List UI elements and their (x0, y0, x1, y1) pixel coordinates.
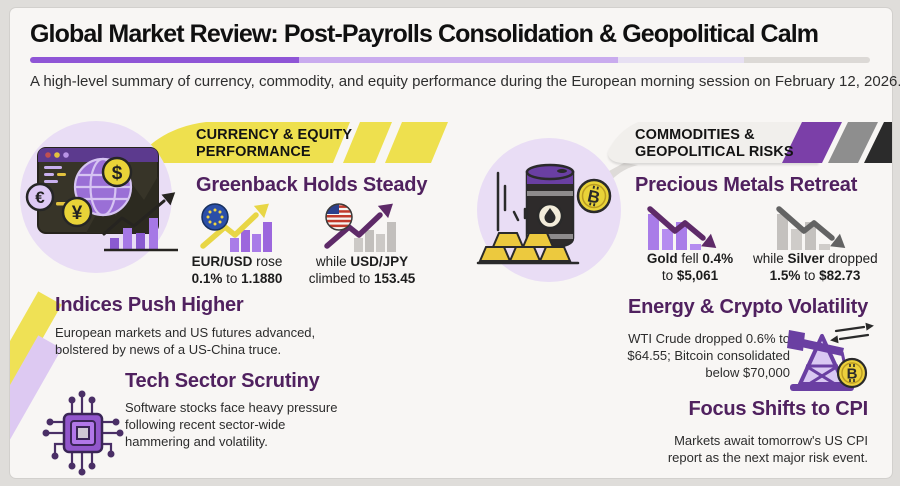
eur-usd-stat: EUR/USD rose 0.1% to 1.1880 (182, 253, 292, 287)
text-line: $64.55; Bitcoin consolidated (627, 348, 790, 363)
text-line: WTI Crude dropped 0.6% to (628, 331, 790, 346)
text-line: report as the next major risk event. (667, 450, 868, 465)
tech-body: Software stocks face heavy pressure foll… (125, 399, 337, 450)
stat-line: climbed to 153.45 (308, 271, 416, 286)
usd-jpy-stat: while USD/JPY climbed to 153.45 (302, 253, 422, 287)
stat-line: 1.5% to $82.73 (769, 268, 861, 283)
svg-text:B: B (586, 186, 602, 207)
text-line: Markets await tomorrow's US CPI (674, 433, 868, 448)
page-subtitle: A high-level summary of currency, commod… (30, 73, 900, 90)
metals-heading: Precious Metals Retreat (635, 174, 858, 196)
oil-pump-bitcoin-swap-icon: B (787, 322, 874, 391)
svg-text:B: B (847, 366, 858, 383)
text-line: bolstered by news of a US-China truce. (55, 342, 282, 357)
svg-text:¥: ¥ (72, 203, 83, 224)
falling-chart-purple-icon (647, 206, 717, 250)
indices-body: European markets and US futures advanced… (55, 324, 315, 358)
greenback-heading: Greenback Holds Steady (196, 174, 428, 196)
oil-barrel-gold-bars-bitcoin-icon: B (476, 138, 621, 282)
cpi-heading: Focus Shifts to CPI (688, 398, 868, 420)
diagonal-stripes-decoration (10, 291, 62, 440)
stat-line: while USD/JPY (315, 254, 409, 269)
cpi-body: Markets await tomorrow's US CPI report a… (600, 432, 868, 466)
text-line: following recent sector-wide (125, 417, 286, 432)
right-banner-title: COMMODITIES & GEOPOLITICAL RISKS (635, 127, 794, 161)
stat-line: while Silver dropped (753, 251, 878, 266)
stat-line: Gold fell 0.4% (646, 251, 734, 266)
title-underline-bar (30, 57, 870, 63)
left-banner-title: CURRENCY & EQUITY PERFORMANCE (196, 127, 352, 161)
gold-stat: Gold fell 0.4% to $5,061 (635, 250, 745, 284)
gray-ribbon-banner (586, 122, 892, 188)
banner-line: CURRENCY & EQUITY (196, 127, 353, 143)
stat-line: to $5,061 (661, 268, 719, 283)
page-title: Global Market Review: Post-Payrolls Cons… (30, 20, 819, 48)
banner-line: GEOPOLITICAL RISKS (635, 144, 794, 160)
globe-browser-market-chart-icon: $ € ¥ (20, 121, 178, 273)
indices-heading: Indices Push Higher (55, 294, 244, 316)
tech-heading: Tech Sector Scrutiny (125, 370, 320, 392)
svg-text:€: € (35, 188, 45, 207)
falling-chart-gray-icon (776, 206, 846, 250)
banner-line: PERFORMANCE (196, 144, 311, 160)
stat-line: 0.1% to 1.1880 (191, 271, 283, 286)
text-line: hammering and volatility. (125, 434, 268, 449)
text-line: below $70,000 (705, 365, 790, 380)
stat-line: EUR/USD rose (191, 254, 283, 269)
silver-stat: while Silver dropped 1.5% to $82.73 (753, 250, 878, 284)
banner-line: COMMODITIES & (635, 127, 755, 143)
text-line: European markets and US futures advanced… (55, 325, 316, 340)
energy-body: WTI Crude dropped 0.6% to $64.55; Bitcoi… (520, 330, 790, 381)
yellow-ribbon-banner (142, 122, 448, 163)
svg-text:$: $ (112, 163, 123, 184)
us-flag-rising-chart-icon (324, 203, 396, 252)
eu-flag-rising-chart-icon (200, 203, 272, 252)
microchip-icon (42, 390, 124, 476)
text-line: Software stocks face heavy pressure (125, 400, 338, 415)
energy-heading: Energy & Crypto Volatility (627, 296, 868, 318)
